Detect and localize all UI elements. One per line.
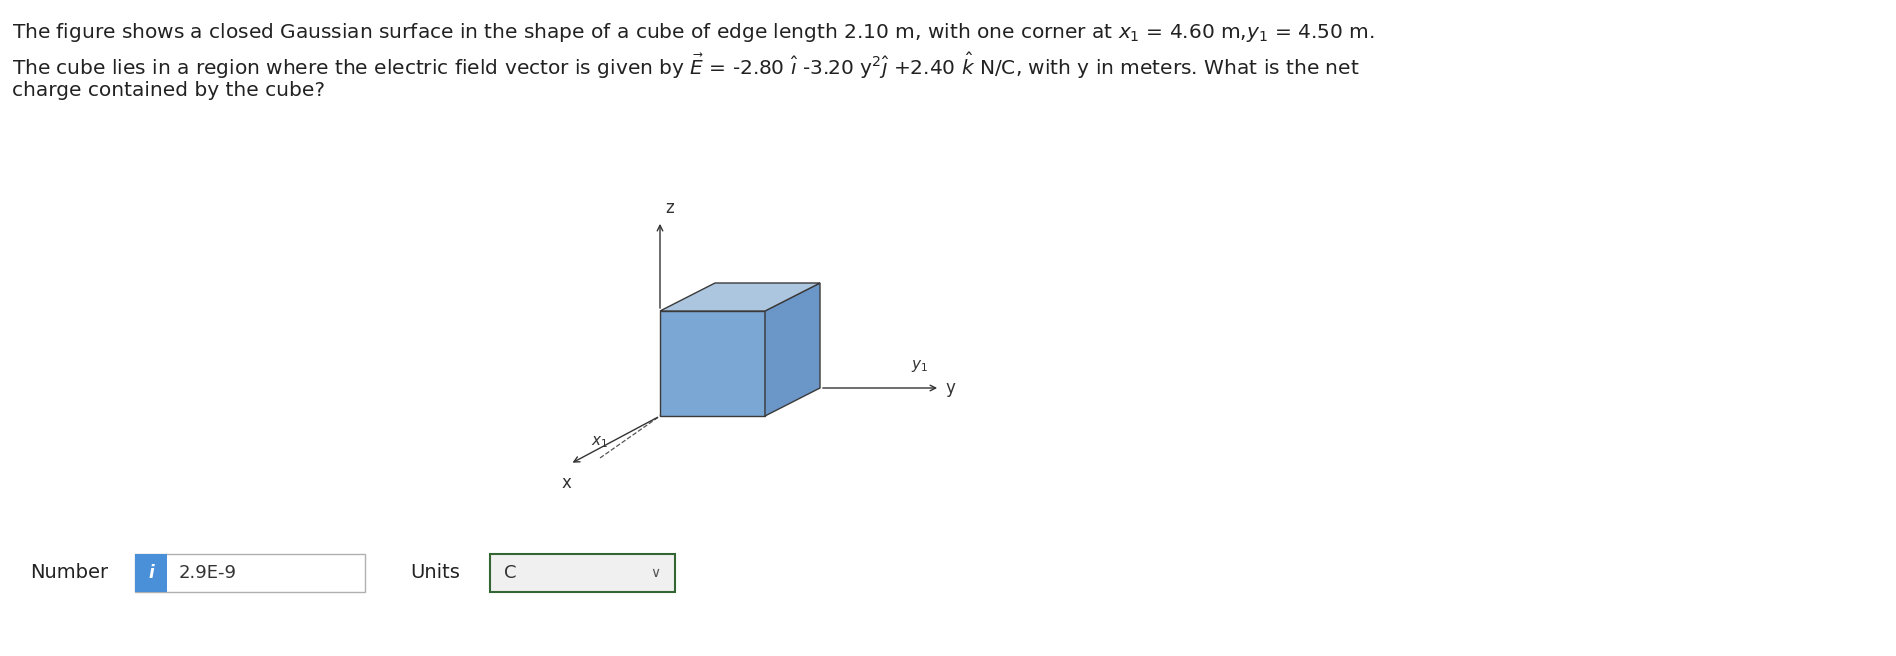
Text: y: y <box>944 379 956 397</box>
Text: charge contained by the cube?: charge contained by the cube? <box>11 81 324 100</box>
Text: i: i <box>148 564 154 582</box>
FancyBboxPatch shape <box>135 554 366 592</box>
Text: Units: Units <box>410 564 461 583</box>
Text: Number: Number <box>30 564 108 583</box>
FancyBboxPatch shape <box>489 554 675 592</box>
Text: x: x <box>561 474 571 492</box>
Text: The cube lies in a region where the electric field vector is given by $\vec{E}$ : The cube lies in a region where the elec… <box>11 51 1359 81</box>
Text: z: z <box>665 199 673 217</box>
FancyBboxPatch shape <box>135 554 167 592</box>
Text: $x_1$: $x_1$ <box>592 434 609 450</box>
Polygon shape <box>764 283 819 416</box>
Text: 2.9E-9: 2.9E-9 <box>178 564 237 582</box>
Text: $y_1$: $y_1$ <box>912 358 929 374</box>
Polygon shape <box>660 311 764 416</box>
Text: The figure shows a closed Gaussian surface in the shape of a cube of edge length: The figure shows a closed Gaussian surfa… <box>11 21 1375 44</box>
Polygon shape <box>660 283 819 311</box>
Text: ∨: ∨ <box>650 566 660 580</box>
Text: C: C <box>504 564 516 582</box>
